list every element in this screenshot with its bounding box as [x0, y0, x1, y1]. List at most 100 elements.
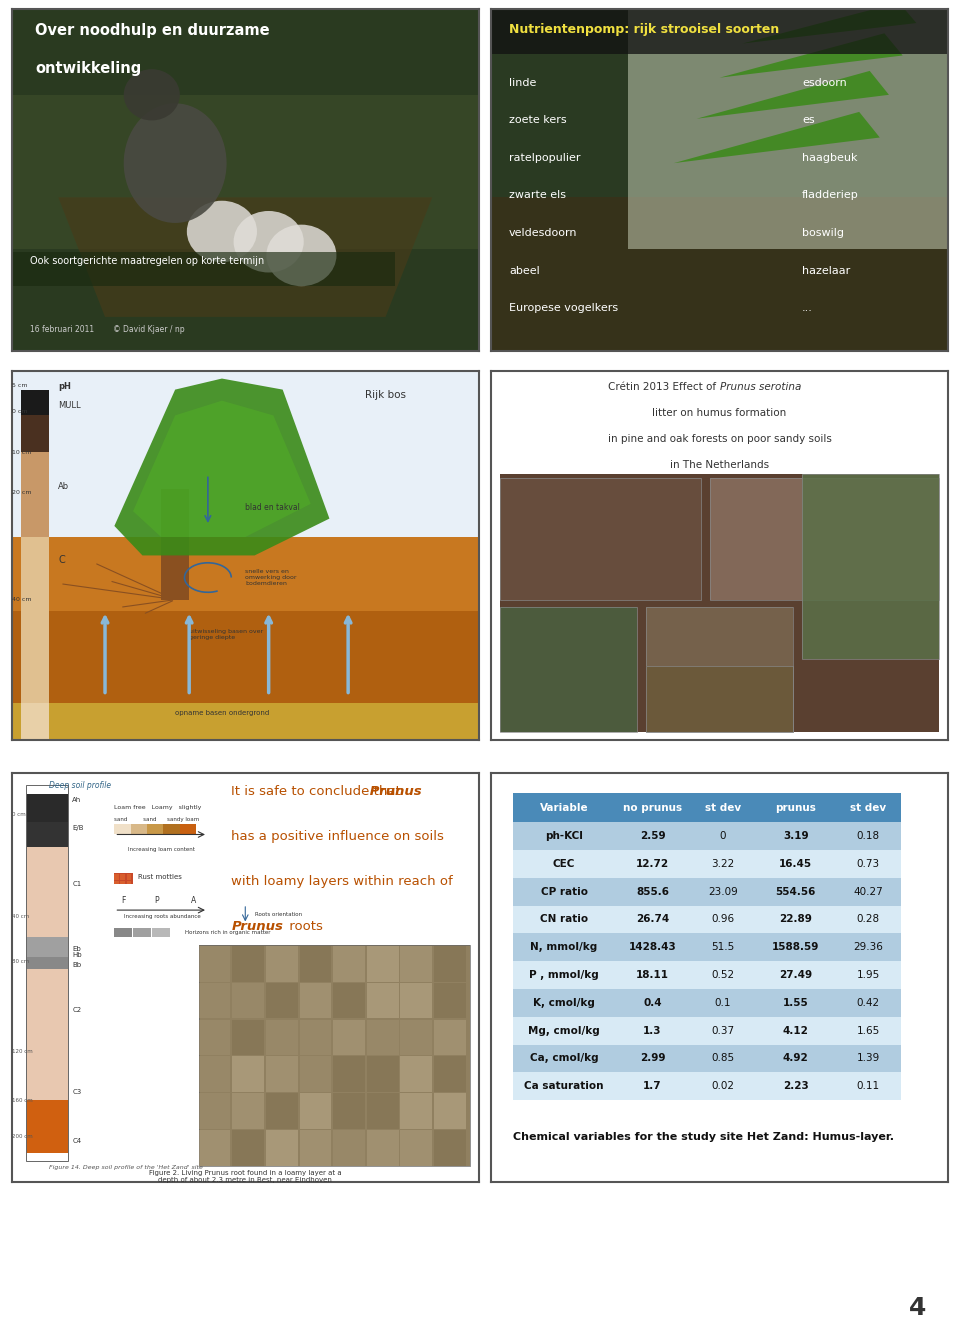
Bar [756, 1045, 836, 1072]
Text: 1.39: 1.39 [856, 1053, 880, 1064]
Bar [333, 946, 365, 982]
Bar [514, 793, 614, 823]
Bar [12, 95, 479, 249]
Text: prunus: prunus [776, 803, 816, 812]
Text: 40 cm: 40 cm [12, 914, 29, 919]
Text: 0.37: 0.37 [711, 1025, 734, 1036]
Bar [367, 1093, 398, 1128]
Bar [232, 982, 264, 1018]
Text: litter on humus formation: litter on humus formation [653, 407, 786, 418]
Text: 2.99: 2.99 [639, 1053, 665, 1064]
Bar [12, 252, 395, 287]
Ellipse shape [187, 201, 257, 263]
Text: 554.56: 554.56 [776, 887, 816, 896]
Text: Variable: Variable [540, 803, 588, 812]
Text: K, cmol/kg: K, cmol/kg [533, 998, 595, 1008]
Text: 80 cm: 80 cm [12, 958, 29, 963]
Bar [133, 927, 151, 937]
Bar [21, 702, 49, 740]
Bar [836, 906, 901, 934]
Text: Increasing roots abundance: Increasing roots abundance [124, 914, 201, 919]
Bar [434, 1093, 466, 1128]
Bar [199, 945, 469, 1166]
Text: 0: 0 [720, 831, 727, 842]
Bar [690, 961, 756, 989]
Bar [836, 793, 901, 823]
Bar [690, 989, 756, 1017]
Text: 3.19: 3.19 [783, 831, 808, 842]
Bar [514, 1072, 614, 1100]
Bar [232, 1093, 264, 1128]
Bar [21, 537, 49, 702]
Text: linde: linde [509, 78, 537, 87]
Bar [21, 390, 49, 415]
Bar [199, 1020, 230, 1055]
Polygon shape [720, 34, 902, 78]
Bar [12, 537, 479, 611]
Bar [690, 793, 756, 823]
Bar [367, 946, 398, 982]
Bar [12, 371, 479, 537]
Bar [152, 927, 170, 937]
Text: 1588.59: 1588.59 [772, 942, 820, 953]
Text: Mg, cmol/kg: Mg, cmol/kg [528, 1025, 600, 1036]
Bar [367, 982, 398, 1018]
Bar [646, 666, 793, 732]
Text: Figure 2. Living Prunus root found in a loamy layer at a
depth of about 2.3 metr: Figure 2. Living Prunus root found in a … [149, 1170, 342, 1183]
Text: Rust mottles: Rust mottles [137, 875, 181, 880]
Text: in pine and oak forests on poor sandy soils: in pine and oak forests on poor sandy so… [608, 434, 831, 444]
Bar [514, 906, 614, 934]
Text: Europese vogelkers: Europese vogelkers [509, 303, 618, 314]
Text: C: C [59, 555, 65, 565]
Bar [333, 1093, 365, 1128]
Text: Bb: Bb [72, 962, 82, 969]
Bar [161, 489, 189, 599]
Bar [147, 824, 163, 835]
Bar [710, 478, 939, 599]
Bar [131, 824, 147, 835]
Text: veldesdoorn: veldesdoorn [509, 228, 577, 239]
Bar [266, 1093, 298, 1128]
Text: 0.11: 0.11 [857, 1081, 880, 1091]
Bar [367, 1020, 398, 1055]
Text: 0.4: 0.4 [643, 998, 661, 1008]
Text: abeel: abeel [509, 265, 540, 276]
Text: CEC: CEC [553, 859, 575, 868]
Text: ratelpopulier: ratelpopulier [509, 153, 581, 163]
Text: Loam free   Loamy   slightly: Loam free Loamy slightly [114, 805, 202, 809]
Text: It is safe to conclude that: It is safe to conclude that [231, 785, 405, 799]
Bar [300, 946, 331, 982]
Bar [756, 1072, 836, 1100]
Bar [26, 823, 67, 847]
Text: Ook soortgerichte maatregelen op korte termijn: Ook soortgerichte maatregelen op korte t… [30, 256, 264, 265]
Bar [114, 874, 119, 876]
Text: 0.18: 0.18 [857, 831, 880, 842]
Polygon shape [133, 401, 311, 537]
Bar [646, 666, 793, 732]
Bar [491, 9, 948, 54]
Bar [26, 847, 67, 937]
Text: 0.73: 0.73 [857, 859, 880, 868]
Bar [434, 1020, 466, 1055]
Bar [12, 702, 479, 740]
Text: C2: C2 [72, 1008, 82, 1013]
Bar [514, 989, 614, 1017]
Text: 120 cm: 120 cm [12, 1049, 33, 1053]
Text: Rijk bos: Rijk bos [365, 390, 406, 399]
Bar [26, 1100, 67, 1154]
Bar [614, 1072, 690, 1100]
Text: Ca, cmol/kg: Ca, cmol/kg [530, 1053, 598, 1064]
Text: ph-KCl: ph-KCl [545, 831, 583, 842]
Text: Horizons rich in organic matter: Horizons rich in organic matter [184, 930, 270, 935]
Text: Increasing loam content: Increasing loam content [129, 847, 195, 852]
Text: 1428.43: 1428.43 [629, 942, 677, 953]
Text: es: es [802, 115, 815, 126]
Bar [21, 415, 49, 452]
Bar [114, 927, 132, 937]
Bar [300, 1020, 331, 1055]
Text: 3.22: 3.22 [711, 859, 734, 868]
Bar [114, 874, 133, 883]
Text: 1.95: 1.95 [856, 970, 880, 980]
Bar [232, 1130, 264, 1166]
Text: Ca saturation: Ca saturation [524, 1081, 604, 1091]
